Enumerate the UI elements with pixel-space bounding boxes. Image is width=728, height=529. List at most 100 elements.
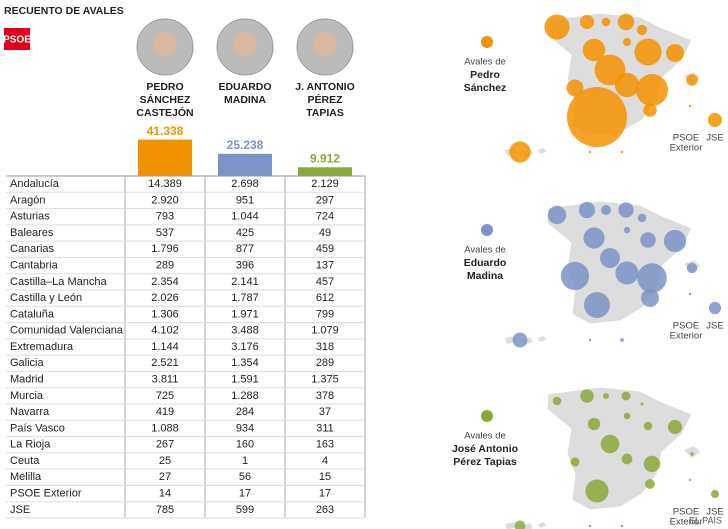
bubble	[667, 419, 683, 435]
bubble	[620, 524, 624, 528]
cell: 1.971	[231, 308, 259, 320]
cell: 2.129	[311, 178, 339, 190]
map-title: Avales de	[464, 57, 506, 68]
bubble	[665, 43, 685, 63]
bubble	[514, 520, 526, 529]
cell: 877	[236, 243, 254, 255]
total-bar	[218, 153, 272, 176]
cell: 25	[159, 455, 171, 467]
legend-label: PSOE	[673, 507, 699, 518]
region-label: Cantabria	[10, 259, 59, 271]
candidate-name: PÉREZ	[307, 93, 343, 106]
candidate-name: PEDRO	[146, 81, 183, 93]
map-title: Pérez Tapias	[453, 456, 517, 468]
cell: 1.787	[231, 292, 259, 304]
map-title: José Antonio	[452, 443, 518, 455]
cell: 49	[319, 227, 331, 239]
candidate-name: J. ANTONIO	[295, 81, 355, 93]
map-title: Sánchez	[464, 82, 507, 94]
bubble	[637, 263, 667, 293]
region-label: Madrid	[10, 373, 44, 385]
bubble	[512, 332, 528, 348]
region-label: Canarias	[10, 243, 55, 255]
bubble	[552, 396, 562, 406]
cell: 4.102	[151, 325, 179, 337]
bubble	[601, 205, 611, 215]
cell: 15	[319, 471, 331, 483]
cell: 263	[316, 504, 334, 516]
legend-label: JSE	[706, 133, 723, 144]
cell: 1.079	[311, 325, 339, 337]
cell: 4	[322, 455, 328, 467]
bubble	[637, 213, 647, 223]
cell: 459	[316, 243, 334, 255]
legend-dot	[481, 410, 493, 422]
map-title: Avales de	[464, 431, 506, 442]
cell: 163	[316, 439, 334, 451]
region-label: JSE	[10, 504, 30, 516]
bubble	[566, 79, 584, 97]
cell: 14.389	[148, 178, 182, 190]
legend-label: PSOE	[673, 321, 699, 332]
bubble	[585, 479, 609, 503]
bubble	[686, 262, 698, 274]
bubble	[641, 289, 659, 307]
bubble	[620, 338, 624, 342]
bubble	[621, 391, 631, 401]
bubble	[634, 38, 662, 66]
legend-label: Exterior	[670, 331, 703, 342]
bubble	[621, 453, 633, 465]
cell: 725	[156, 390, 174, 402]
cell: 289	[316, 357, 334, 369]
cell: 297	[316, 194, 334, 206]
candidate-name: SÁNCHEZ	[140, 93, 191, 106]
bubble	[583, 227, 605, 249]
bubble	[570, 457, 580, 467]
bubble	[567, 87, 627, 147]
legend-dot	[481, 36, 493, 48]
region-label: Extremadura	[10, 341, 74, 353]
cell: 14	[159, 487, 171, 499]
cell: 599	[236, 504, 254, 516]
region-label: Cataluña	[10, 308, 55, 320]
cell: 1	[242, 455, 248, 467]
cell: 2.698	[231, 178, 259, 190]
cell: 1.591	[231, 373, 259, 385]
bubble	[509, 141, 531, 163]
cell: 1.375	[311, 373, 339, 385]
total-bar	[138, 139, 192, 176]
cell: 289	[156, 259, 174, 271]
cell: 378	[316, 390, 334, 402]
region-label: Andalucía	[10, 178, 60, 190]
bubble	[643, 455, 661, 473]
bubble	[643, 103, 657, 117]
region-label: Baleares	[10, 227, 54, 239]
bubble	[617, 13, 635, 31]
cell: 37	[319, 406, 331, 418]
bubble	[710, 489, 720, 499]
bubble	[690, 452, 694, 456]
cell: 267	[156, 439, 174, 451]
cell: 425	[236, 227, 254, 239]
cell: 793	[156, 211, 174, 223]
candidate-name: CASTEJÓN	[136, 106, 193, 119]
bubble	[584, 292, 610, 318]
cell: 160	[236, 439, 254, 451]
map-title: Eduardo	[464, 257, 507, 269]
bubble	[588, 150, 592, 154]
bubble	[688, 292, 692, 296]
cell: 799	[316, 308, 334, 320]
total-label: 25.238	[227, 138, 264, 152]
bubble	[578, 201, 596, 219]
map-title: Madina	[467, 270, 503, 282]
bubble	[640, 232, 656, 248]
bubble	[618, 202, 634, 218]
region-label: Galicia	[10, 357, 45, 369]
cell: 1.306	[151, 308, 179, 320]
bubble	[579, 14, 595, 30]
cell: 311	[316, 422, 334, 434]
map-shape	[546, 386, 693, 511]
photo-face	[313, 32, 337, 56]
source: EL PAÍS	[689, 515, 722, 525]
title: RECUENTO DE AVALES	[4, 5, 124, 17]
